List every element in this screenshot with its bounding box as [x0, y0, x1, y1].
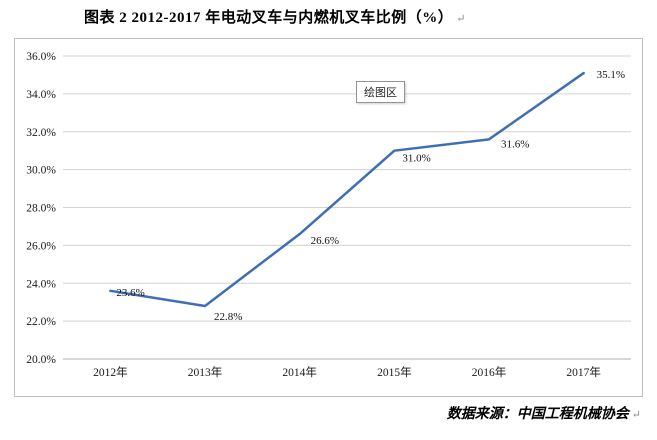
y-axis-tick-label: 28.0% [26, 203, 56, 215]
y-axis-tick-label: 20.0% [26, 354, 56, 366]
paragraph-mark-icon: ↵ [456, 13, 466, 25]
chart-title: 图表 2 2012-2017 年电动叉车与内燃机叉车比例（%） ↵ [84, 6, 466, 27]
x-axis-tick-label: 2016年 [472, 365, 507, 379]
point-data-label: 26.6% [311, 235, 339, 247]
data-source: 数据来源：中国工程机械协会 ↵ [447, 403, 641, 423]
plot-area-tooltip: 绘图区 [356, 81, 405, 103]
x-axis-tick-label: 2014年 [282, 365, 317, 379]
y-axis-tick-label: 32.0% [26, 127, 56, 139]
x-axis-tick-label: 2013年 [188, 365, 223, 379]
data-source-text: 数据来源：中国工程机械协会 [446, 407, 629, 422]
y-axis-tick-label: 22.0% [26, 316, 56, 328]
chart-frame: 20.0% 22.0% 24.0% 26.0% 28.0% 30.0% 32.0% 34.0%… [14, 38, 643, 397]
point-data-label: 22.8% [214, 311, 242, 323]
chart-title-text: 图表 2 2012-2017 年电动叉车与内燃机叉车比例（%） [84, 10, 454, 26]
point-data-label: 35.1% [597, 69, 625, 81]
line-chart: 20.0% 22.0% 24.0% 26.0% 28.0% 30.0% 32.0% 34.0%… [26, 51, 631, 379]
x-axis-tick-label: 2017年 [566, 365, 601, 379]
y-axis-tick-label: 34.0% [26, 89, 56, 101]
point-data-label: 23.6% [116, 287, 144, 299]
point-data-label: 31.6% [501, 138, 529, 150]
y-axis-tick-label: 26.0% [26, 240, 56, 252]
paragraph-mark-icon: ↵ [631, 409, 641, 421]
x-axis-tick-label: 2015年 [377, 365, 412, 379]
y-axis-tick-label: 30.0% [26, 165, 56, 177]
series-line [109, 71, 585, 308]
y-axis-tick-label: 24.0% [26, 278, 56, 290]
point-data-label: 31.0% [402, 153, 430, 165]
x-axis-tick-label: 2012年 [93, 365, 128, 379]
y-axis-tick-label: 36.0% [26, 51, 56, 63]
